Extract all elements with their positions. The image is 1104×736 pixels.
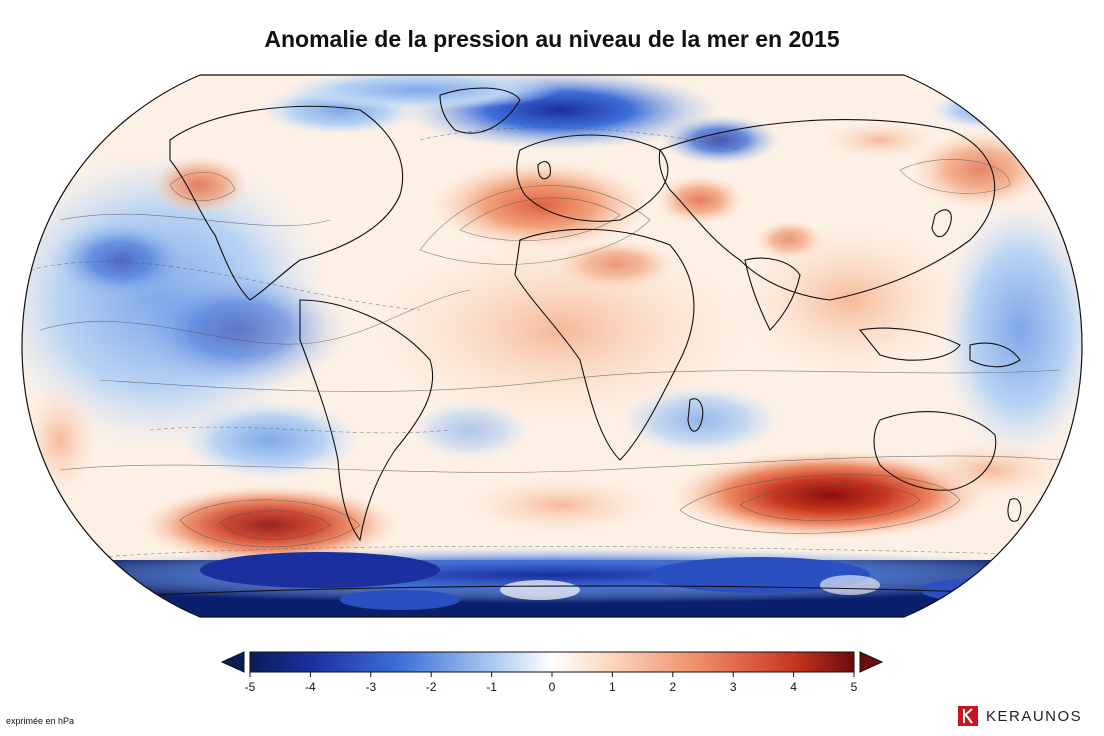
colorbar-tick-label: -2 [425, 680, 437, 694]
colorbar-tick-label: 1 [609, 680, 616, 694]
contour-lines [39, 159, 1061, 548]
colorbar-tick-label: -5 [244, 680, 256, 694]
colorbar-tick-label: -4 [305, 680, 316, 694]
colorbar-tick-label: 3 [729, 680, 737, 694]
colorbar-tick-label: 5 [850, 680, 858, 694]
brand: KERAUNOS [958, 706, 1082, 726]
keraunos-logo-icon [958, 706, 978, 726]
map-title: Anomalie de la pression au niveau de la … [264, 26, 840, 52]
colorbar-tick-marks [249, 672, 855, 677]
globe-outline [21, 74, 1083, 618]
anomaly-field [22, 75, 1082, 617]
colorbar-tick-label: 2 [669, 680, 677, 694]
colorbar-tick-label: -3 [365, 680, 377, 694]
coastlines [59, 87, 1051, 601]
colorbar-tick-label: 4 [790, 680, 797, 694]
unit-note: exprimée en hPa [6, 716, 75, 726]
colorbar-tick-label: -1 [486, 680, 497, 694]
colorbar [220, 651, 884, 677]
colorbar-gradient [249, 651, 855, 673]
colorbar-high-arrow [859, 651, 884, 673]
brand-name: KERAUNOS [986, 707, 1083, 725]
colorbar-low-arrow [220, 651, 245, 673]
colorbar-tick-label: 0 [548, 680, 556, 694]
